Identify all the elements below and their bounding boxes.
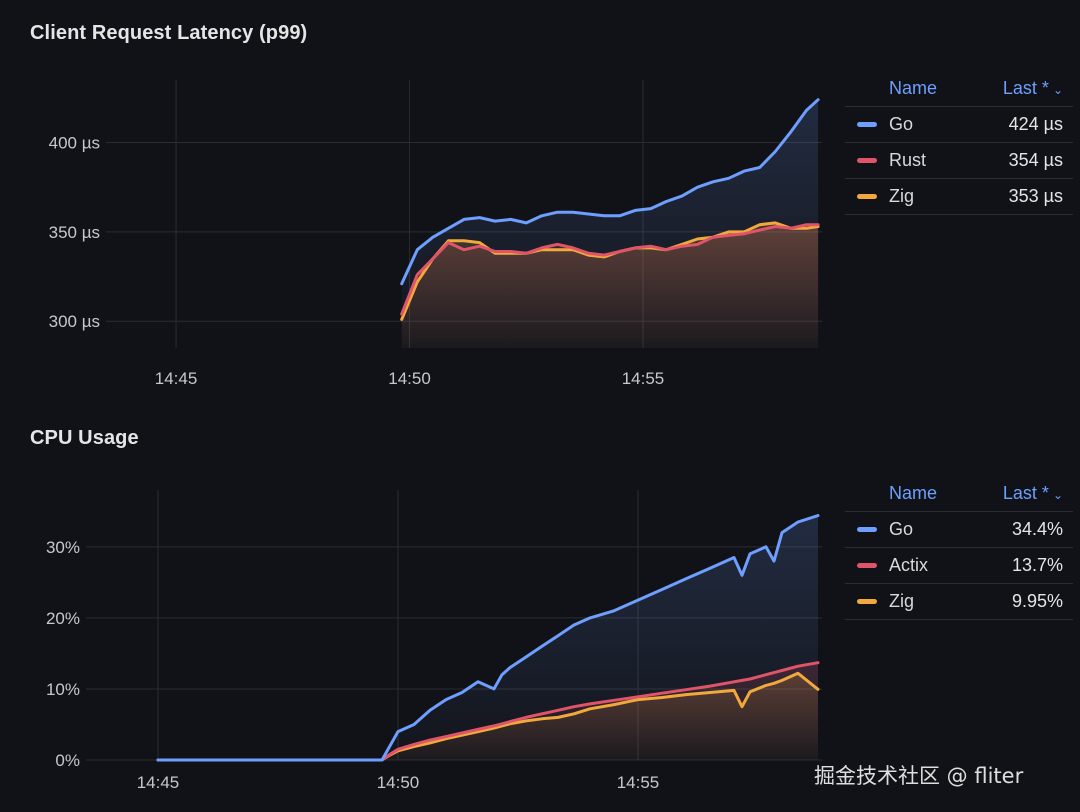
legend-series-last: 353 µs [1008, 186, 1063, 206]
legend-row-go[interactable]: Go 424 µs [845, 107, 1073, 143]
legend-name-header[interactable]: Name [889, 78, 938, 98]
x-tick-label: 14:50 [377, 773, 420, 792]
legend-row-zig[interactable]: Zig 9.95% [845, 584, 1073, 620]
y-tick-label: 350 µs [49, 223, 100, 242]
series-swatch [857, 194, 877, 199]
legend-series-last: 424 µs [1008, 114, 1063, 134]
legend-series-last: 34.4% [1011, 519, 1063, 539]
latency-panel: Client Request Latency (p99) 300 µs 350 µ… [0, 0, 1080, 405]
cpu-legend: Name Last * ⌄ Go 34.4% Actix 13.7% Zig 9.… [845, 475, 1073, 620]
legend-series-last: 354 µs [1008, 150, 1063, 170]
x-tick-label: 14:55 [617, 773, 660, 792]
series-swatch [857, 563, 877, 568]
legend-series-name: Zig [889, 186, 915, 206]
legend-row-go[interactable]: Go 34.4% [845, 512, 1073, 548]
x-tick-label: 14:45 [137, 773, 180, 792]
y-tick-label: 30% [46, 538, 80, 557]
y-tick-label: 300 µs [49, 312, 100, 331]
x-tick-label: 14:45 [155, 369, 198, 388]
latency-panel-title: Client Request Latency (p99) [30, 22, 308, 44]
latency-chart[interactable]: 300 µs 350 µs 400 µs 14:45 14:50 14:55 [0, 0, 840, 405]
legend-last-header[interactable]: Last * ⌄ [1002, 78, 1063, 98]
series-line-go[interactable] [400, 98, 820, 286]
series-line-rust[interactable] [400, 223, 820, 316]
legend-name-header[interactable]: Name [889, 483, 938, 503]
x-tick-label: 14:55 [622, 369, 665, 388]
latency-legend: Name Last * ⌄ Go 424 µs Rust 354 µs Zig 3… [845, 70, 1073, 215]
legend-series-last: 13.7% [1011, 555, 1063, 575]
legend-header: Name Last * ⌄ [845, 70, 1073, 107]
legend-series-name: Go [889, 519, 914, 539]
series-line-go[interactable] [156, 514, 820, 762]
series-swatch [857, 599, 877, 604]
y-tick-label: 20% [46, 609, 80, 628]
chevron-down-icon: ⌄ [1052, 488, 1063, 502]
legend-row-rust[interactable]: Rust 354 µs [845, 143, 1073, 179]
cpu-panel-title: CPU Usage [30, 427, 139, 449]
legend-series-name: Rust [889, 150, 927, 170]
chevron-down-icon: ⌄ [1052, 83, 1063, 97]
legend-series-name: Go [889, 114, 914, 134]
cpu-panel: CPU Usage 0% 10% 20% 30% 14:45 14:50 14:55 Nam… [0, 405, 1080, 812]
y-tick-label: 400 µs [49, 134, 100, 153]
legend-header: Name Last * ⌄ [845, 475, 1073, 512]
y-tick-label: 0% [55, 751, 80, 770]
y-tick-label: 10% [46, 680, 80, 699]
series-swatch [857, 158, 877, 163]
legend-row-actix[interactable]: Actix 13.7% [845, 548, 1073, 584]
legend-series-last: 9.95% [1011, 591, 1063, 611]
legend-last-header[interactable]: Last * ⌄ [1002, 483, 1063, 503]
series-swatch [857, 527, 877, 532]
series-swatch [857, 122, 877, 127]
watermark: 掘金技术社区 @ fliter [814, 764, 1024, 788]
legend-row-zig[interactable]: Zig 353 µs [845, 179, 1073, 215]
x-tick-label: 14:50 [388, 369, 431, 388]
series-line-actix[interactable] [156, 661, 820, 762]
legend-series-name: Zig [889, 591, 915, 611]
legend-series-name: Actix [889, 555, 929, 575]
cpu-chart[interactable]: 0% 10% 20% 30% 14:45 14:50 14:55 [0, 405, 840, 812]
series-area-zig [158, 673, 818, 760]
